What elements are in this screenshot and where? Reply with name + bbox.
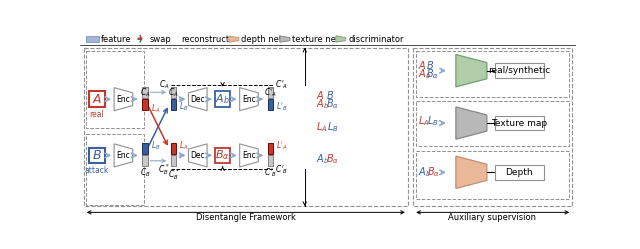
Text: depth net: depth net [241,35,282,44]
Text: $C_A$: $C_A$ [140,86,150,99]
Text: $C'_B$: $C'_B$ [275,163,289,176]
Text: Enc: Enc [116,95,131,104]
Polygon shape [239,144,259,167]
Text: $L_B$: $L_B$ [150,140,160,152]
Text: $L_B$: $L_B$ [179,101,189,113]
Polygon shape [280,36,290,42]
Text: discriminator: discriminator [348,35,404,44]
Polygon shape [456,107,487,139]
Text: texture net: texture net [292,35,339,44]
Text: Texture map: Texture map [492,119,547,127]
Text: real/synthetic: real/synthetic [488,66,550,75]
Text: $B$: $B$ [426,59,434,71]
FancyBboxPatch shape [268,87,273,98]
Text: $B$: $B$ [92,149,102,162]
Text: $A$: $A$ [418,59,426,71]
Text: real: real [90,110,104,119]
FancyBboxPatch shape [142,87,148,98]
Text: $C'_B$: $C'_B$ [264,167,277,180]
Polygon shape [456,156,487,188]
Text: $A_b$: $A_b$ [316,152,330,166]
Text: swap: swap [150,35,172,44]
Text: $L_B$: $L_B$ [327,120,339,134]
Polygon shape [189,144,207,167]
Text: attack: attack [85,166,109,175]
Text: Auxiliary supervision: Auxiliary supervision [448,213,536,222]
Text: feature: feature [101,35,132,44]
FancyBboxPatch shape [171,87,177,98]
FancyBboxPatch shape [171,155,177,166]
FancyBboxPatch shape [268,155,273,166]
Text: $A_b$: $A_b$ [215,92,230,106]
Text: Enc: Enc [116,151,131,160]
Text: $C_B$: $C_B$ [140,167,150,180]
Text: $L'_B$: $L'_B$ [276,101,288,113]
FancyBboxPatch shape [90,148,105,163]
Text: $L_A$: $L_A$ [179,140,189,152]
FancyBboxPatch shape [90,91,105,107]
Text: $B$: $B$ [326,89,334,101]
Polygon shape [239,88,259,111]
Text: $C_B^*$: $C_B^*$ [168,167,180,182]
Text: $B_{\alpha}$: $B_{\alpha}$ [326,98,339,112]
Text: $C_B^*$: $C_B^*$ [158,162,170,177]
Text: $L_A$: $L_A$ [316,120,328,134]
Text: Enc: Enc [242,151,256,160]
Polygon shape [114,144,132,167]
Text: $L_B$: $L_B$ [428,115,439,128]
FancyBboxPatch shape [215,91,230,107]
Text: $C'_A$: $C'_A$ [264,86,277,99]
Polygon shape [456,55,487,87]
Text: Dec: Dec [191,95,205,104]
FancyBboxPatch shape [86,36,99,42]
Text: $B_{\alpha}$: $B_{\alpha}$ [426,68,438,81]
Text: $L'_A$: $L'_A$ [276,140,288,152]
Polygon shape [189,88,207,111]
Text: $A_b$: $A_b$ [316,98,330,112]
Text: $L_A$: $L_A$ [418,115,429,128]
FancyBboxPatch shape [268,99,273,110]
FancyBboxPatch shape [142,99,148,110]
Polygon shape [229,36,239,42]
Text: $B_{\alpha}$: $B_{\alpha}$ [428,165,440,179]
Text: $L_A$: $L_A$ [150,102,160,115]
Text: reconstruct: reconstruct [180,35,229,44]
Text: $C_A$: $C_A$ [168,86,179,99]
Polygon shape [336,36,346,42]
Text: $A$: $A$ [92,93,102,106]
Text: $A_b$: $A_b$ [418,165,431,179]
Text: Depth: Depth [506,168,533,177]
Text: Disentangle Framework: Disentangle Framework [196,213,296,222]
FancyBboxPatch shape [171,99,177,110]
FancyBboxPatch shape [215,148,230,163]
Text: $C_A$: $C_A$ [159,78,170,91]
FancyBboxPatch shape [142,143,148,154]
Text: Dec: Dec [191,151,205,160]
FancyBboxPatch shape [495,165,544,180]
Text: $B_{\alpha}$: $B_{\alpha}$ [326,152,339,166]
FancyBboxPatch shape [268,143,273,154]
Text: $A$: $A$ [316,89,325,101]
Text: $C'_A$: $C'_A$ [275,78,289,91]
Text: $A_b$: $A_b$ [418,68,431,81]
FancyBboxPatch shape [495,63,544,78]
FancyBboxPatch shape [495,116,544,130]
FancyBboxPatch shape [171,143,177,154]
Text: $B_{\alpha}$: $B_{\alpha}$ [215,148,230,162]
FancyBboxPatch shape [142,155,148,166]
Polygon shape [114,88,132,111]
Text: Enc: Enc [242,95,256,104]
